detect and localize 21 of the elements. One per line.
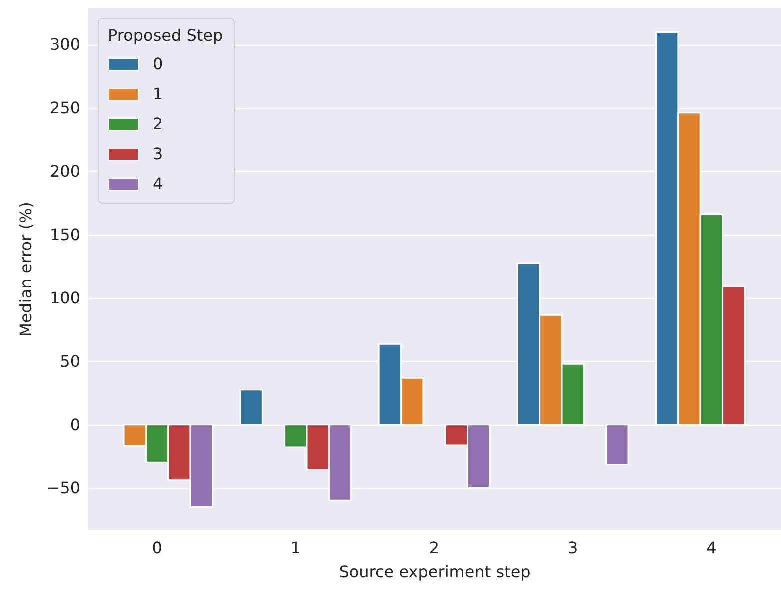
x-tick-label: 1 bbox=[290, 538, 301, 558]
x-tick-label: 4 bbox=[706, 538, 717, 558]
x-axis-title: Source experiment step bbox=[339, 562, 531, 582]
y-tick-label: 100 bbox=[50, 288, 80, 308]
y-tick-label: −50 bbox=[46, 478, 80, 498]
x-tick-label: 2 bbox=[429, 538, 440, 558]
x-tick-label: 0 bbox=[152, 538, 162, 558]
y-tick-label: 50 bbox=[60, 352, 80, 371]
legend-label: 0 bbox=[153, 54, 164, 74]
legend-label: 2 bbox=[153, 114, 164, 134]
legend-label: 1 bbox=[153, 84, 164, 104]
legend-label: 4 bbox=[153, 174, 164, 194]
y-tick-label: 300 bbox=[50, 35, 80, 54]
y-axis-title: Median error (%) bbox=[16, 202, 36, 337]
x-tick-label: 3 bbox=[568, 538, 578, 558]
legend-label: 3 bbox=[153, 144, 164, 164]
y-tick-label: 200 bbox=[50, 162, 80, 181]
y-tick-label: 150 bbox=[50, 225, 80, 244]
y-tick-label: 250 bbox=[50, 98, 80, 118]
y-tick-label: 0 bbox=[70, 415, 80, 434]
legend-title: Proposed Step bbox=[108, 26, 224, 45]
